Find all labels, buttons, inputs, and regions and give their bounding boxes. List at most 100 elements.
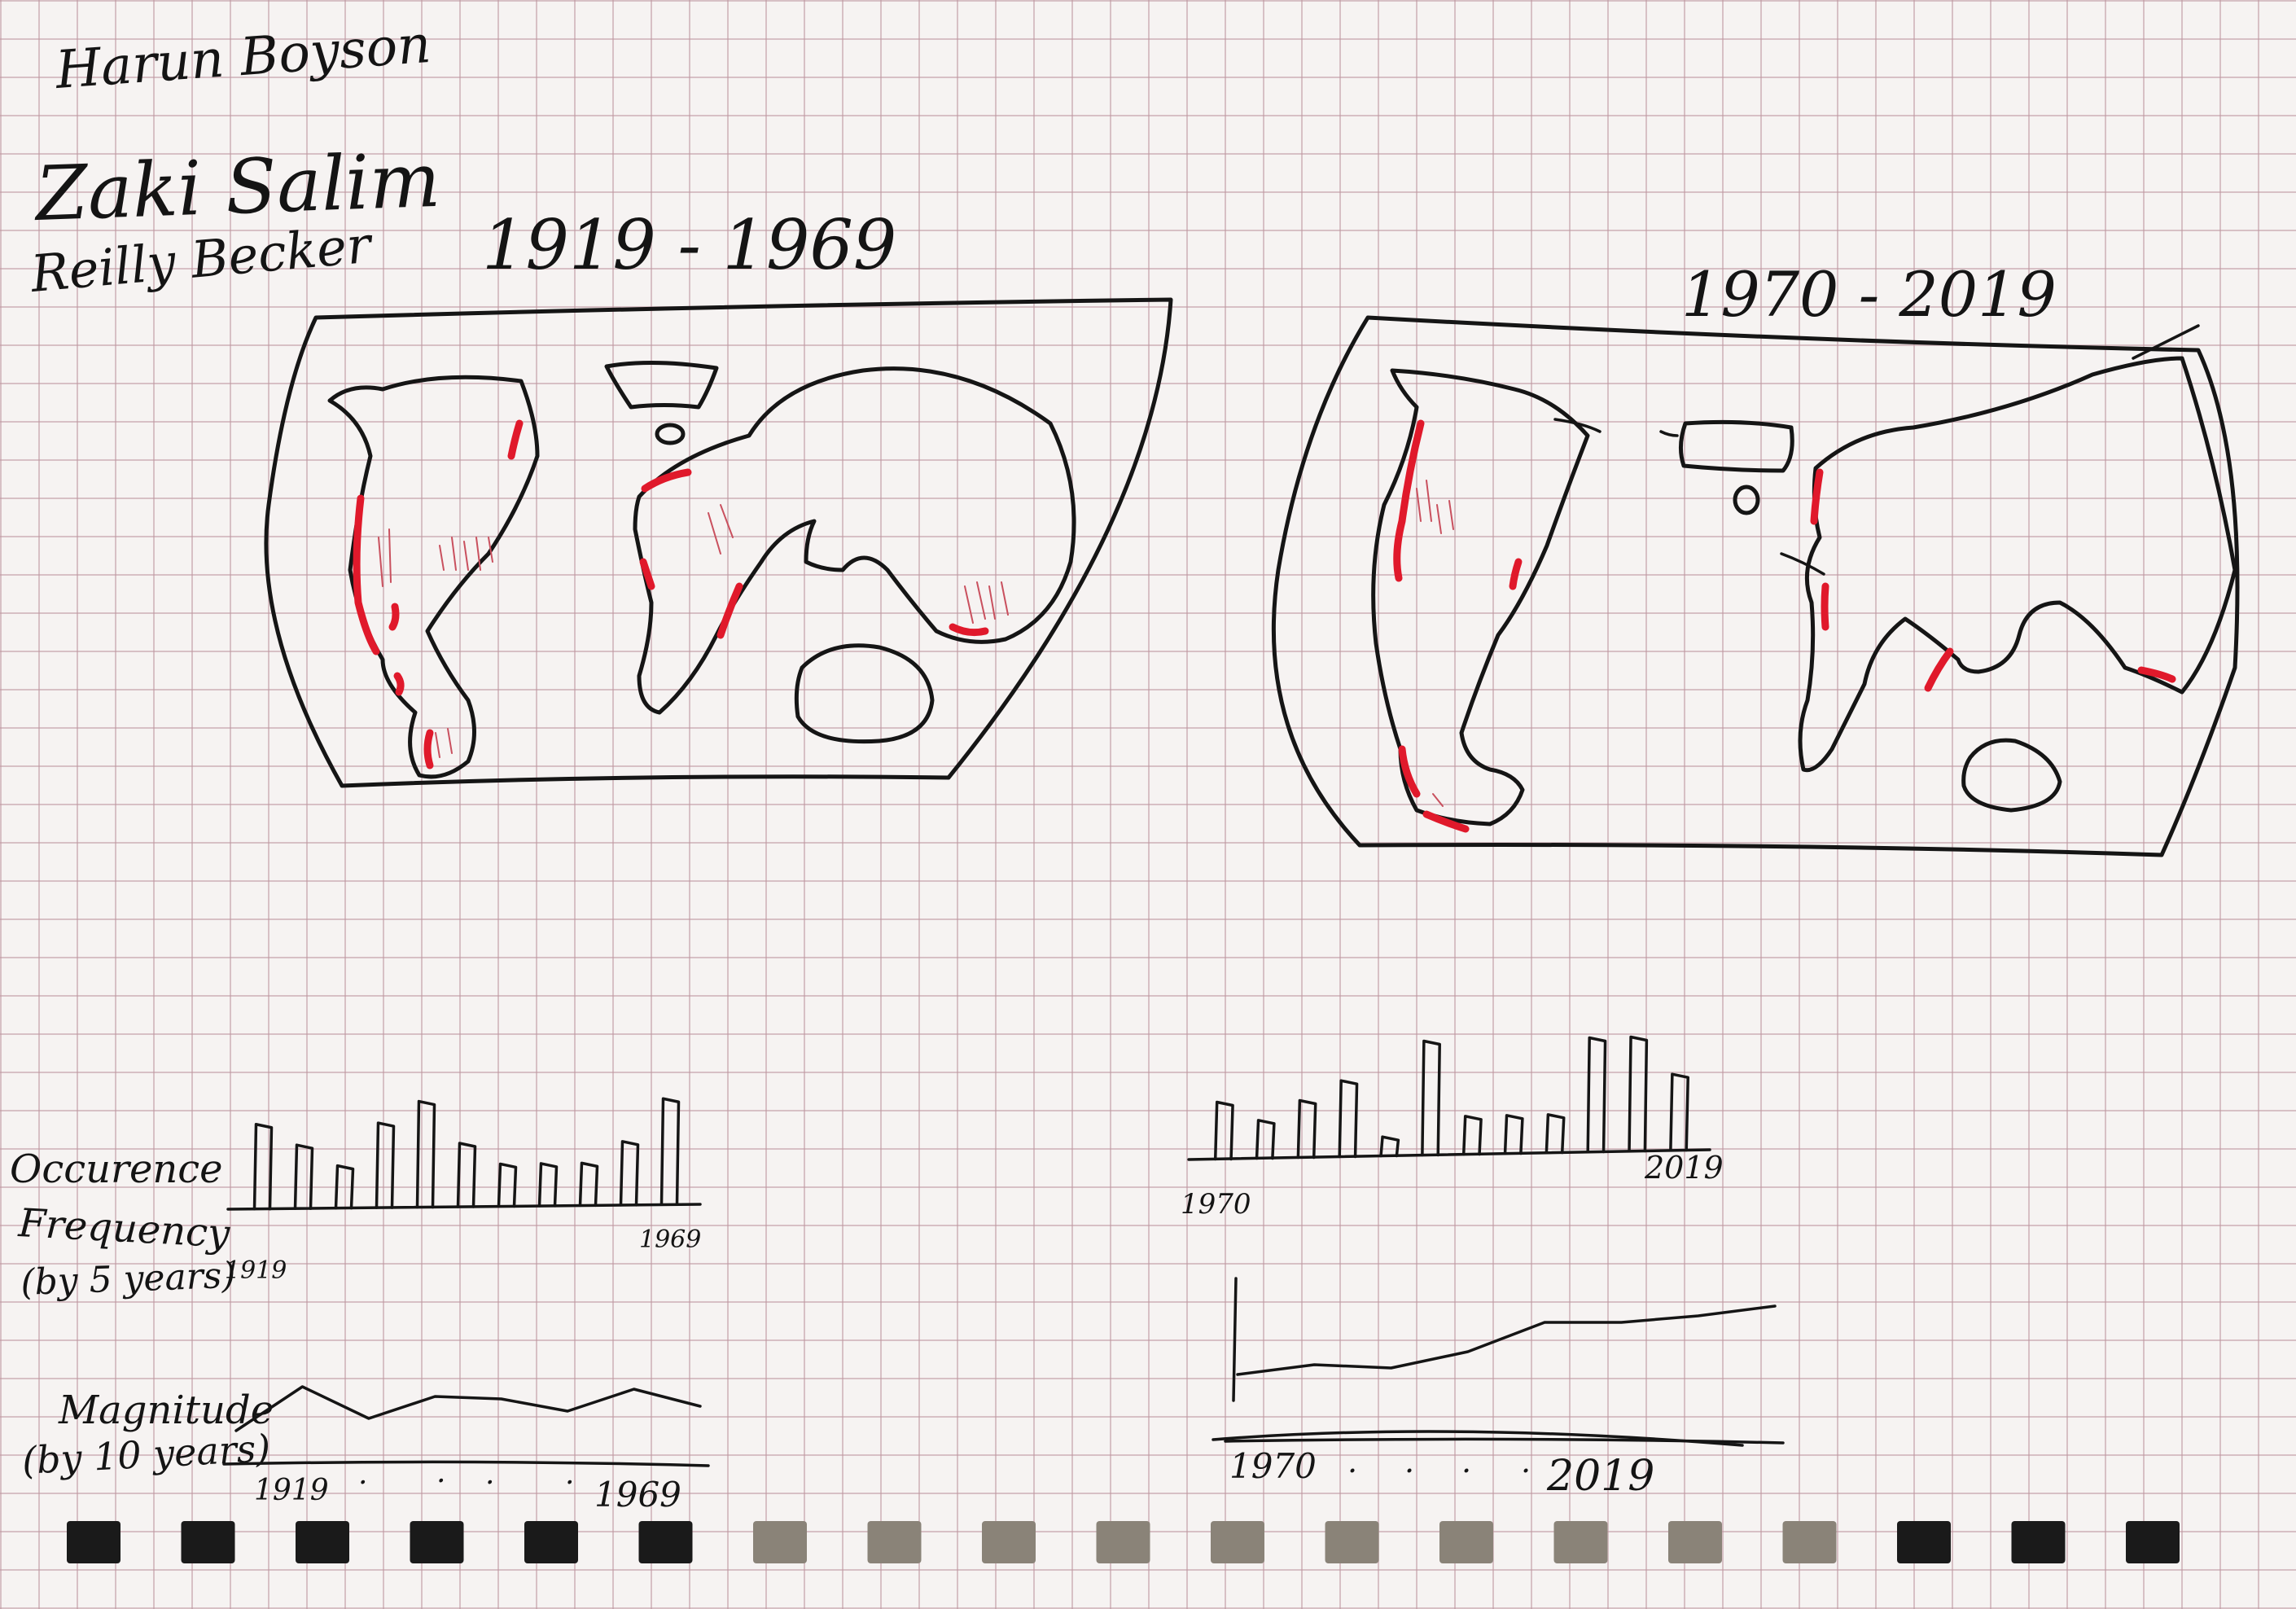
frequency-bar [497,1162,518,1208]
earthquake-zone [949,623,989,637]
chart-tick-dots: . . . . [358,1456,574,1491]
map-frame [1271,315,2240,857]
frequency-bar [415,1099,436,1209]
binding-hole [1096,1521,1150,1563]
tick-dot: . [485,1458,494,1491]
binding-hole [410,1521,464,1563]
tick-dot: . [1461,1444,1471,1480]
spiral-binding-holes [67,1521,2180,1563]
binding-hole [1782,1521,1837,1563]
map-frame [264,297,1173,788]
frequency-bar [334,1164,355,1210]
earthquake-zone [1810,468,1824,525]
binding-hole [2011,1521,2066,1563]
chart-tick-dots: . . . . [1347,1444,1531,1480]
frequency-bar [1628,1035,1649,1153]
axis-label: (by 10 years) [21,1426,272,1483]
australia-outline [794,643,935,744]
binding-hole [67,1521,120,1563]
earthquake-zone [1422,810,1470,833]
chart-end-label: 2019 [1546,1452,1654,1501]
chart-baseline [226,1203,702,1211]
binding-hole [181,1521,235,1563]
axis-label: Magnitude [58,1388,274,1433]
frequency-bar [619,1140,640,1207]
axis-label: (by 5 years) [20,1255,237,1304]
earthquake-zone [1924,647,1954,692]
chart-start-label: 1919 [254,1474,329,1507]
left-world-map [264,297,1173,788]
binding-hole [524,1521,578,1563]
eurasia-africa-outline [633,366,1076,715]
frequency-bar [578,1161,599,1208]
right-world-map [1271,315,2240,857]
island-outline [1679,419,1794,473]
frequency-chart-right [1187,1035,1711,1161]
chart-start-label: 1970 [1229,1446,1317,1486]
binding-hole [296,1521,349,1563]
chart-baseline [222,1460,710,1467]
earthquake-zone [716,582,743,639]
earthquake-zone [2137,666,2176,683]
australia-outline [1961,738,2062,813]
earthquake-zone [388,603,400,631]
chart-end-label: 1969 [639,1225,701,1254]
frequency-bar [1461,1115,1483,1156]
author-name: Harun Boyson [53,15,433,101]
chart-end-label: 2019 [1644,1150,1724,1186]
binding-hole [1439,1521,1493,1563]
frequency-axis-label: Occurence Frequency (by 5 years) [10,1146,236,1304]
tick-dot: . [1404,1444,1414,1480]
frequency-bar [456,1142,477,1208]
frequency-bar [1421,1039,1441,1157]
tick-dot: . [1521,1444,1531,1480]
frequency-bar [252,1122,274,1211]
frequency-bar [1669,1072,1689,1152]
chart-end-label: 1969 [594,1475,681,1515]
earthquake-zone [1398,745,1421,798]
magnitude-line [234,1385,702,1432]
earthquake-zone [641,468,692,493]
map-period-title: 1970 - 2019 [1681,258,2057,331]
chart-baseline [1187,1148,1711,1161]
authors: Harun Boyson Zaki Salim Reilly Becker [28,15,442,304]
frequency-bar [1545,1113,1566,1155]
frequency-bar [1296,1098,1317,1160]
americas-outline [1371,368,1590,826]
tick-dot: . [436,1456,445,1489]
eurasia-africa-outline [1798,356,2237,773]
earthquake-zone [393,672,405,696]
tick-dot: . [565,1458,574,1491]
earthquake-zone [507,419,524,460]
frequency-bar [1379,1135,1400,1158]
earthquake-zone [639,558,655,590]
frequency-bar [1503,1114,1524,1155]
chart-start-label: 1970 [1181,1188,1251,1221]
frequency-bar [1338,1079,1359,1159]
chart-ground-line [1212,1430,1744,1447]
chart-start-label: 1919 [225,1256,287,1285]
magnitude-line [1236,1304,1777,1376]
magnitude-axis-label: Magnitude (by 10 years) [21,1388,274,1483]
frequency-bar [1213,1100,1234,1161]
magnitude-chart-right [1212,1277,1785,1447]
magnitude-chart-left [222,1385,710,1467]
tick-dot: . [1347,1444,1357,1480]
binding-hole [1553,1521,1608,1563]
island-outline [604,360,719,410]
author-name: Zaki Salim [32,137,442,238]
frequency-bar [659,1097,681,1207]
binding-hole [1668,1521,1722,1563]
frequency-chart-left [226,1097,702,1211]
binding-hole [638,1521,693,1563]
binding-hole [1211,1521,1264,1563]
frequency-bar [375,1121,396,1209]
map-period-title: 1919 - 1969 [482,205,896,285]
binding-hole [1325,1521,1379,1563]
earthquake-zone [353,494,380,655]
island-outline [655,423,686,445]
axis-label: Frequency [16,1200,231,1257]
binding-hole [2126,1521,2180,1563]
frequency-bar [1255,1119,1276,1160]
